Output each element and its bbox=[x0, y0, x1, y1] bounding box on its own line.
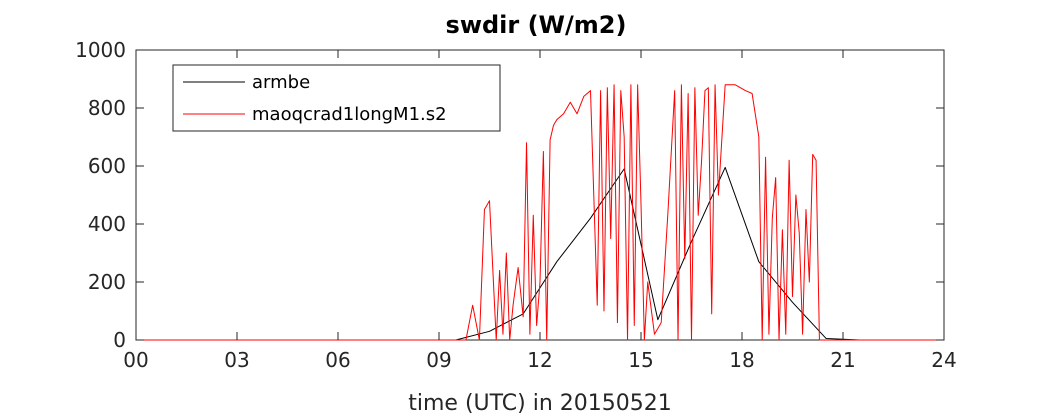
y-tick-label: 800 bbox=[88, 96, 126, 120]
x-tick-label: 06 bbox=[325, 348, 350, 372]
x-tick-label: 00 bbox=[123, 348, 148, 372]
x-tick-label: 21 bbox=[830, 348, 855, 372]
series-line-maoqcrad bbox=[136, 84, 944, 341]
legend-label-maoqcrad: maoqcrad1longM1.s2 bbox=[252, 104, 447, 125]
y-tick-label: 0 bbox=[113, 328, 126, 352]
y-tick-label: 1000 bbox=[75, 38, 126, 62]
x-tick-label: 18 bbox=[729, 348, 754, 372]
legend: armbe maoqcrad1longM1.s2 bbox=[172, 64, 501, 132]
chart-title: swdir (W/m2) bbox=[446, 11, 627, 39]
y-tick-label: 400 bbox=[88, 212, 126, 236]
x-axis: 00 03 06 09 12 15 18 21 24 bbox=[123, 50, 957, 372]
x-tick-label: 03 bbox=[224, 348, 249, 372]
y-tick-label: 200 bbox=[88, 270, 126, 294]
x-tick-label: 12 bbox=[527, 348, 552, 372]
y-axis: 0 200 400 600 800 1000 bbox=[75, 38, 944, 352]
x-axis-label: time (UTC) in 20150521 bbox=[408, 391, 672, 416]
x-tick-label: 15 bbox=[628, 348, 653, 372]
legend-label-armbe: armbe bbox=[252, 72, 310, 93]
x-tick-label: 09 bbox=[426, 348, 451, 372]
legend-box bbox=[172, 64, 501, 132]
series-line-armbe bbox=[136, 166, 944, 341]
x-tick-label: 24 bbox=[931, 348, 956, 372]
y-tick-label: 600 bbox=[88, 154, 126, 178]
series-layer bbox=[136, 84, 944, 341]
